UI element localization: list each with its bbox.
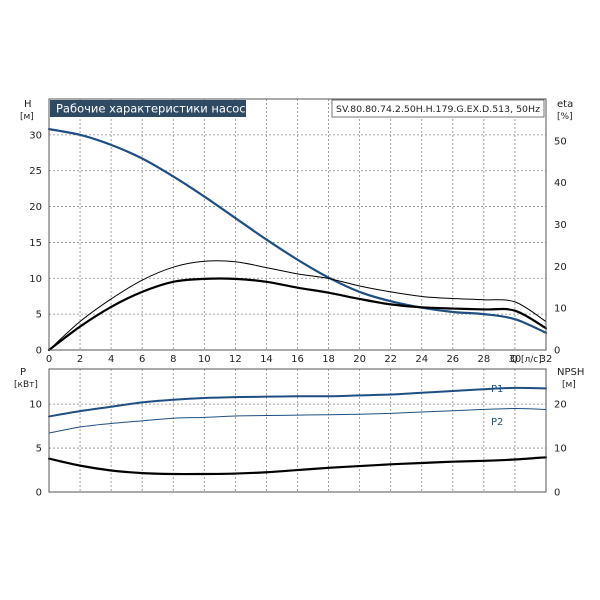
- x-tick-label: 20: [353, 354, 366, 365]
- x-tick-label: 6: [139, 354, 145, 365]
- y-right-tick-label: 20: [554, 262, 567, 273]
- model-label-background: [331, 99, 545, 118]
- y-left-tick-label: 25: [29, 166, 42, 177]
- bottom-series-line-1: [48, 408, 547, 434]
- y-right-label-bottom: NPSH: [557, 367, 584, 378]
- top-grid: [49, 99, 546, 350]
- y-right-tick-label: 50: [554, 136, 567, 147]
- y-left-tick-label: 10: [29, 400, 42, 411]
- x-tick-label: 14: [260, 354, 273, 365]
- x-tick-label: 24: [415, 354, 428, 365]
- x-tick-label: 16: [291, 354, 304, 365]
- model-label: SV.80.80.74.2.50H.H.179.G.EX.D.513, 50Hz: [336, 105, 540, 115]
- x-tick-label: 18: [322, 354, 335, 365]
- y-left-unit-bottom: [кВт]: [14, 380, 38, 390]
- y-right-label-top: eta: [557, 99, 573, 110]
- bottom-series-line-2: [47, 456, 548, 476]
- x-axis-unit: [л/с]: [521, 355, 542, 365]
- x-tick-label: 30: [509, 354, 522, 365]
- x-tick-label: 22: [384, 354, 397, 365]
- top-series-line-2: [47, 277, 548, 352]
- y-right-unit-bottom: [м]: [562, 380, 576, 390]
- y-right-tick-label: 0: [554, 346, 560, 357]
- bottom-series-line-0: [48, 386, 547, 418]
- top-curves: [47, 128, 548, 352]
- series-label-p2: P2: [491, 417, 503, 428]
- y-right-tick-label: 30: [554, 220, 567, 231]
- x-tick-label: 2: [77, 354, 83, 365]
- chart-title: Рабочие характеристики насоса: [56, 102, 253, 116]
- x-tick-label: 0: [46, 354, 52, 365]
- y-right-unit-top: [%]: [557, 112, 573, 122]
- y-right-tick-label: 10: [554, 444, 567, 455]
- y-left-tick-label: 30: [29, 130, 42, 141]
- y-right-tick-label: 20: [554, 400, 567, 411]
- series-label-p1: P1: [491, 384, 503, 395]
- y-left-unit-top: [м]: [20, 112, 34, 122]
- bottom-plot-frame: [48, 368, 547, 493]
- top-plot-frame: [48, 98, 547, 351]
- model-box: SV.80.80.74.2.50H.H.179.G.EX.D.513, 50Hz: [331, 99, 545, 118]
- y-left-tick-label: 5: [36, 310, 42, 321]
- top-series-line-1: [48, 260, 547, 351]
- y-right-tick-label: 10: [554, 304, 567, 315]
- y-left-tick-label: 5: [36, 444, 42, 455]
- y-left-tick-label: 10: [29, 274, 42, 285]
- x-tick-label: 32: [540, 354, 553, 365]
- x-tick-label: 28: [478, 354, 491, 365]
- y-left-tick-label: 0: [36, 488, 42, 499]
- x-tick-label: 4: [108, 354, 114, 365]
- x-tick-label: 10: [198, 354, 211, 365]
- y-left-tick-label: 0: [36, 346, 42, 357]
- y-left-label-top: H: [24, 99, 32, 110]
- x-tick-label: 12: [229, 354, 242, 365]
- x-tick-label: 8: [170, 354, 176, 365]
- x-axis-label: Q: [510, 354, 518, 365]
- bottom-curves: [47, 386, 548, 476]
- y-right-tick-label: 40: [554, 178, 567, 189]
- y-left-tick-label: 15: [29, 238, 42, 249]
- y-left-label-bottom: P: [20, 367, 26, 378]
- x-tick-label: 26: [446, 354, 459, 365]
- title-background: [50, 100, 246, 117]
- y-left-tick-label: 20: [29, 202, 42, 213]
- top-series-line-0: [47, 128, 548, 334]
- bottom-grid: [49, 369, 546, 492]
- title-box: Рабочие характеристики насоса: [50, 100, 253, 117]
- y-right-tick-label: 0: [554, 488, 560, 499]
